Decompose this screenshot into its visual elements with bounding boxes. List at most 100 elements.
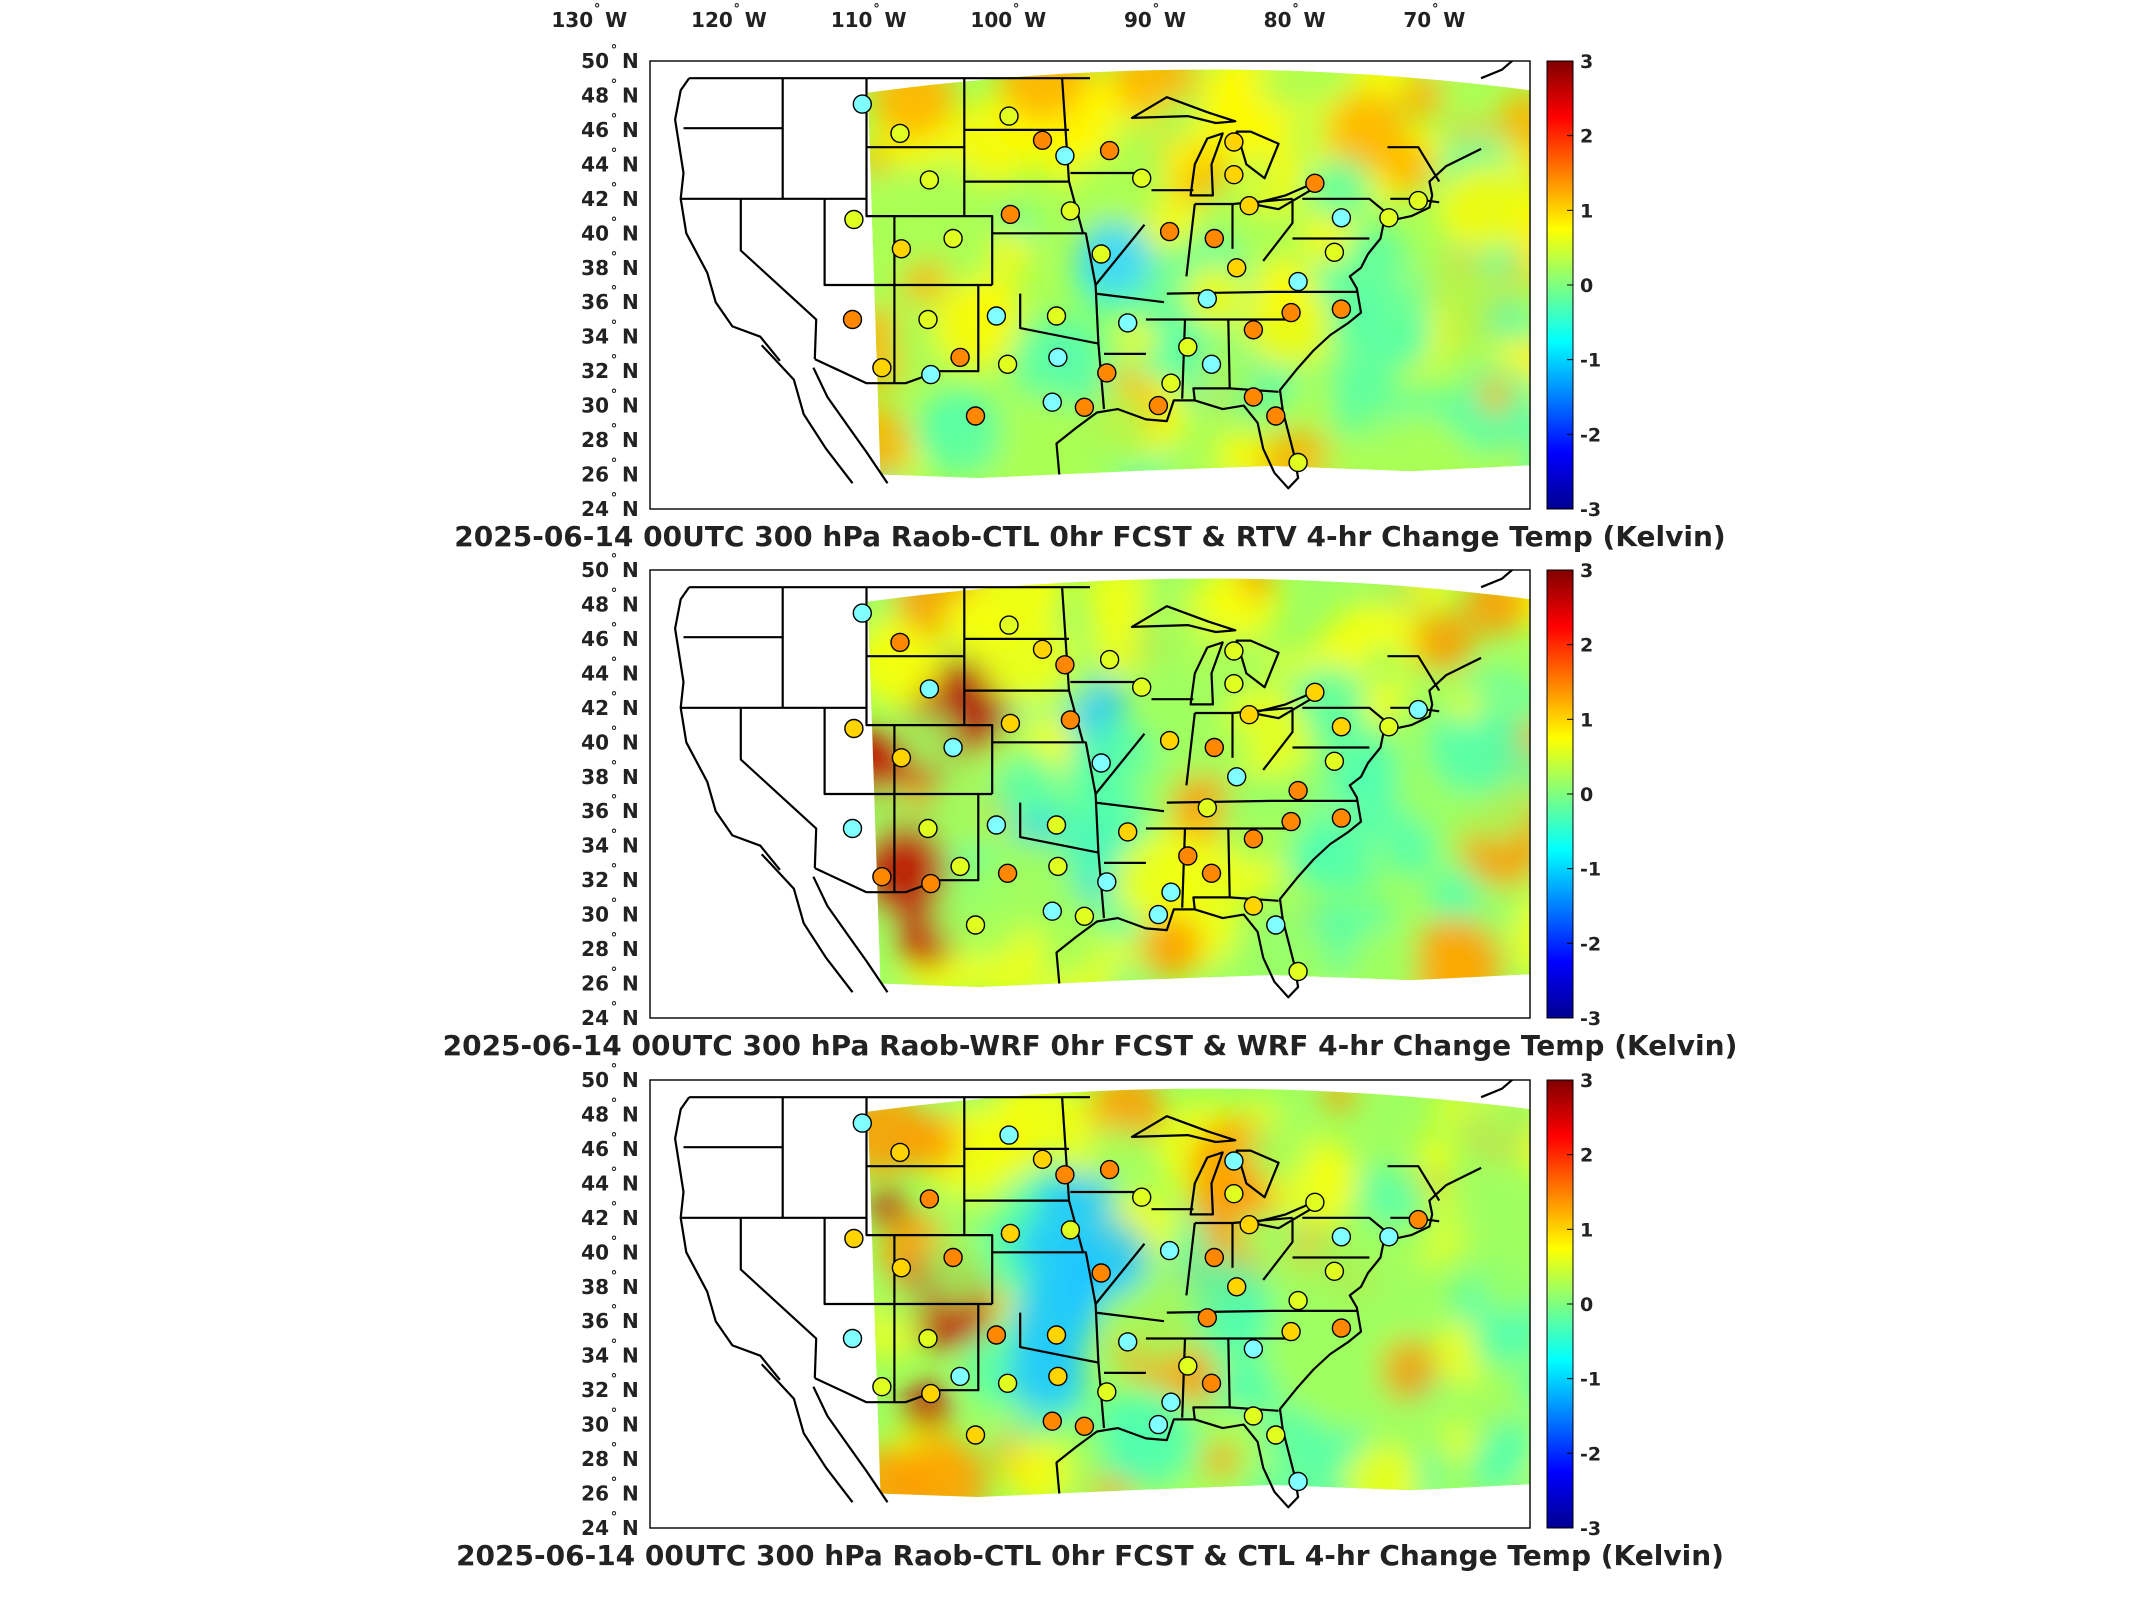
svg-text:°: °: [611, 1407, 618, 1422]
svg-text:°: °: [611, 862, 618, 877]
svg-text:°: °: [611, 1269, 618, 1284]
svg-text:N: N: [622, 1344, 639, 1368]
station-marker: [1000, 713, 1021, 734]
longitude-label: 80 ° W: [1264, 2, 1326, 32]
great-lake-outline: [1130, 96, 1237, 125]
station-marker: [1161, 1392, 1181, 1412]
svg-text:°: °: [1013, 2, 1020, 17]
station-marker: [1161, 882, 1181, 902]
station-marker: [1243, 387, 1264, 407]
panel-title: 2025-06-14 00UTC 300 hPa Raob-CTL 0hr FC…: [456, 1539, 1724, 1572]
svg-text:48: 48: [581, 593, 609, 617]
station-marker: [1117, 313, 1138, 333]
svg-text:W: W: [884, 8, 906, 32]
latitude-label: 32 ° N: [581, 1372, 639, 1402]
svg-text:°: °: [611, 1338, 618, 1353]
svg-text:°: °: [611, 724, 618, 739]
map-panel-1: 50 ° N48 ° N46 ° N44 ° N42 ° N40 ° N38 ° N36 ° N34 ° N32 ° N…: [454, 43, 1725, 553]
station-marker: [1239, 195, 1259, 216]
station-marker: [1226, 258, 1247, 278]
panel-title: 2025-06-14 00UTC 300 hPa Raob-CTL 0hr FC…: [454, 520, 1725, 553]
svg-text:°: °: [611, 1097, 618, 1112]
svg-text:N: N: [622, 221, 639, 245]
svg-text:°: °: [611, 388, 618, 403]
station-marker: [1097, 872, 1117, 892]
svg-text:44: 44: [581, 1171, 609, 1195]
svg-text:°: °: [611, 897, 618, 912]
latitude-label: 44 ° N: [581, 146, 639, 176]
svg-text:°: °: [611, 793, 618, 808]
colorbar-tick-label: 3: [1580, 1070, 1593, 1092]
svg-text:N: N: [622, 152, 639, 176]
station-marker: [1091, 1263, 1111, 1283]
latitude-label: 36 ° N: [581, 793, 639, 823]
station-marker: [891, 1258, 912, 1278]
panel-title: 2025-06-14 00UTC 300 hPa Raob-WRF 0hr FC…: [443, 1029, 1738, 1062]
station-marker: [921, 1383, 941, 1404]
latitude-label: 28 ° N: [581, 1441, 639, 1471]
latitude-label: 30 ° N: [581, 388, 639, 418]
svg-text:26: 26: [581, 463, 609, 487]
latitude-label: 32 ° N: [581, 862, 639, 892]
svg-text:°: °: [611, 1510, 618, 1525]
station-marker: [872, 1376, 892, 1397]
svg-text:32: 32: [581, 868, 609, 892]
station-marker: [1331, 1318, 1352, 1338]
station-marker: [1161, 373, 1181, 393]
colorbar-tick-label: 2: [1580, 1145, 1593, 1167]
station-marker: [1159, 730, 1180, 751]
svg-text:N: N: [622, 696, 639, 720]
station-marker: [1117, 822, 1138, 842]
map-frame: [649, 1079, 1531, 1529]
svg-text:46: 46: [581, 118, 609, 142]
station-marker: [1159, 221, 1180, 242]
map-panel-2: 50 ° N48 ° N46 ° N44 ° N42 ° N40 ° N38 ° N36 ° N34 ° N32 ° N…: [443, 552, 1738, 1062]
station-marker: [919, 1189, 940, 1209]
colorbar-tick-label: -3: [1580, 499, 1601, 521]
svg-text:°: °: [611, 112, 618, 127]
colorbar: 3 2 1 0 -1 -2 -3: [1546, 51, 1601, 521]
station-marker: [1288, 1471, 1308, 1492]
station-marker: [1379, 208, 1399, 228]
latitude-label: 24 ° N: [581, 491, 639, 521]
svg-text:°: °: [611, 552, 618, 567]
svg-text:34: 34: [581, 325, 609, 349]
svg-text:W: W: [1024, 8, 1046, 32]
station-marker: [852, 94, 872, 114]
svg-text:N: N: [622, 118, 639, 142]
latitude-label: 28 ° N: [581, 931, 639, 961]
station-marker: [852, 603, 872, 623]
svg-text:N: N: [622, 1068, 639, 1092]
longitude-label: 100 ° W: [970, 2, 1046, 32]
station-marker: [1197, 798, 1218, 818]
svg-text:110: 110: [831, 8, 873, 32]
colorbar-tick-label: 1: [1580, 709, 1593, 731]
map-panels: 50 ° N48 ° N46 ° N44 ° N42 ° N40 ° N38 ° N36 ° N34 ° N32 ° N…: [443, 43, 1738, 1572]
station-marker: [1379, 717, 1399, 737]
svg-text:N: N: [622, 558, 639, 582]
svg-text:°: °: [611, 931, 618, 946]
latitude-label: 34 ° N: [581, 319, 639, 349]
svg-text:N: N: [622, 593, 639, 617]
svg-text:°: °: [611, 759, 618, 774]
latitude-label: 46 ° N: [581, 1131, 639, 1161]
svg-text:N: N: [622, 1137, 639, 1161]
station-marker: [1148, 1414, 1169, 1435]
station-marker: [918, 1328, 938, 1349]
station-marker: [1408, 699, 1429, 720]
baja-coast: [760, 344, 854, 484]
colorbar-tick-label: 2: [1580, 126, 1593, 148]
station-marker: [1048, 856, 1068, 877]
svg-text:N: N: [622, 661, 639, 685]
svg-text:38: 38: [581, 256, 609, 280]
colorbar-tick-label: -3: [1580, 1008, 1601, 1030]
station-marker: [1379, 1227, 1399, 1247]
svg-text:°: °: [611, 1476, 618, 1491]
station-marker: [986, 306, 1007, 326]
svg-text:N: N: [622, 730, 639, 754]
station-marker: [918, 309, 938, 330]
svg-text:N: N: [622, 1378, 639, 1402]
station-marker: [997, 354, 1018, 374]
station-marker: [1201, 1373, 1222, 1394]
svg-text:N: N: [622, 868, 639, 892]
